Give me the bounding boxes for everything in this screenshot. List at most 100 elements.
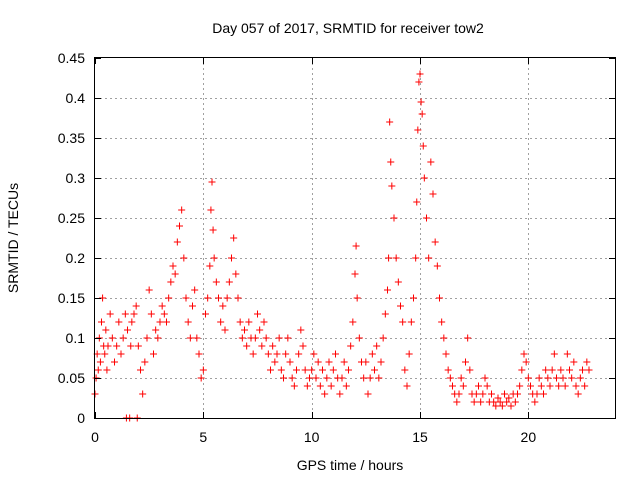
data-point [340, 358, 348, 366]
data-point [449, 382, 456, 390]
data-point [316, 382, 324, 390]
data-point [416, 70, 424, 78]
data-point [332, 350, 339, 358]
data-point [566, 366, 573, 374]
data-point [163, 318, 170, 326]
data-point [336, 390, 344, 398]
data-point [130, 310, 138, 318]
data-point [550, 350, 558, 358]
data-point [537, 382, 545, 390]
data-point [158, 302, 166, 310]
data-point [212, 278, 220, 286]
y-tick-label: 0.3 [66, 170, 86, 186]
data-point [574, 390, 582, 398]
data-point [297, 326, 305, 334]
data-point [288, 374, 296, 382]
data-point [483, 382, 491, 390]
data-point [477, 398, 485, 406]
data-point [414, 126, 422, 134]
data-point [373, 342, 381, 350]
data-point [223, 294, 231, 302]
data-point [152, 326, 160, 334]
x-tick-label: 0 [91, 429, 99, 445]
data-point [310, 350, 318, 358]
y-tick-label: 0.15 [58, 290, 85, 306]
data-point [271, 358, 279, 366]
data-point [351, 270, 359, 278]
data-point [576, 374, 584, 382]
data-point [275, 334, 283, 342]
data-point [195, 350, 203, 358]
data-point [269, 342, 277, 350]
data-point [327, 382, 335, 390]
data-point [243, 342, 251, 350]
data-point [180, 254, 188, 262]
data-point [167, 278, 175, 286]
data-point [306, 374, 313, 382]
x-axis-title: GPS time / hours [297, 457, 404, 473]
data-point [319, 366, 326, 374]
data-point [262, 334, 270, 342]
data-point [390, 214, 398, 222]
data-point [209, 226, 217, 234]
data-point [533, 390, 541, 398]
data-point [520, 350, 528, 358]
data-point [583, 358, 591, 366]
data-point [570, 358, 578, 366]
data-point [329, 366, 337, 374]
data-point [225, 278, 233, 286]
data-point [303, 382, 311, 390]
x-tick-label: 10 [304, 429, 320, 445]
data-point [368, 350, 376, 358]
data-point [581, 382, 589, 390]
data-point [579, 366, 586, 374]
data-point [249, 350, 257, 358]
data-point [210, 254, 218, 262]
data-point [232, 270, 240, 278]
data-point [505, 394, 513, 402]
data-point [559, 374, 567, 382]
data-point [191, 286, 199, 294]
x-tick-label: 5 [199, 429, 207, 445]
data-point [169, 262, 177, 270]
data-point [371, 366, 378, 374]
data-point [384, 286, 391, 294]
data-point [299, 342, 307, 350]
data-point [553, 374, 560, 382]
data-point [444, 366, 452, 374]
data-point [464, 334, 472, 342]
data-point [314, 358, 322, 366]
data-point [321, 390, 329, 398]
data-point [349, 318, 357, 326]
data-point [405, 350, 413, 358]
data-point [381, 310, 389, 318]
data-point [436, 294, 443, 302]
data-point [234, 294, 242, 302]
data-point [387, 158, 395, 166]
data-point [377, 358, 385, 366]
data-point [453, 398, 461, 406]
data-point [488, 390, 495, 398]
data-point [540, 390, 547, 398]
data-point [282, 350, 290, 358]
data-point [568, 374, 576, 382]
data-point [518, 366, 526, 374]
data-point [206, 262, 214, 270]
data-point [143, 334, 151, 342]
data-point [394, 278, 402, 286]
data-point [466, 366, 474, 374]
data-point [165, 294, 173, 302]
data-point [338, 374, 346, 382]
data-point [470, 398, 478, 406]
data-point [427, 158, 435, 166]
data-point [160, 310, 168, 318]
data-point [531, 398, 539, 406]
data-point [385, 254, 393, 262]
data-point [342, 382, 350, 390]
data-point [184, 318, 192, 326]
data-point [258, 342, 266, 350]
data-point [199, 366, 207, 374]
data-point [273, 350, 281, 358]
data-point [527, 382, 534, 390]
y-axis-title: SRMTID / TECUs [5, 183, 21, 293]
